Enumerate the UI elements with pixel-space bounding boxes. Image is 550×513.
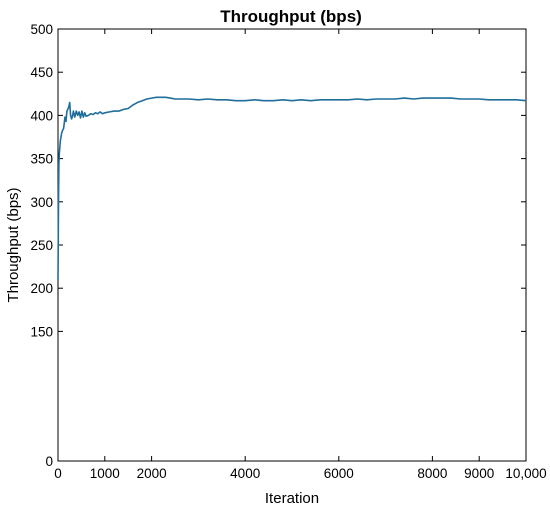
series-layer (57, 96, 527, 280)
y-tick-label: 400 (30, 108, 53, 123)
x-tick-label: 4000 (230, 466, 260, 481)
y-axis: 0 150 200 250 300 350 400 450 500 (30, 22, 526, 469)
y-tick-label: 300 (30, 195, 53, 210)
x-axis: 0 1000 2000 4000 6000 8000 9000 10,000 (54, 29, 547, 481)
y-tick-label: 200 (30, 281, 53, 296)
x-tick-label: 0 (54, 466, 62, 481)
y-tick-label: 0 (45, 454, 53, 469)
x-tick-label: 1000 (90, 466, 120, 481)
chart-title: Throughput (bps) (220, 7, 362, 26)
x-tick-label: 9000 (464, 466, 494, 481)
x-axis-label: Iteration (265, 490, 319, 507)
y-axis-label: Throughput (bps) (5, 187, 22, 302)
y-tick-label: 250 (30, 238, 53, 253)
x-tick-label: 6000 (324, 466, 354, 481)
y-tick-label: 450 (30, 65, 53, 80)
x-tick-label: 2000 (137, 466, 167, 481)
x-tick-label: 10,000 (505, 466, 546, 481)
throughput-series-line (57, 96, 527, 280)
y-tick-label: 350 (30, 152, 53, 167)
x-tick-label: 8000 (417, 466, 447, 481)
y-tick-label: 500 (30, 22, 53, 37)
y-tick-label: 150 (30, 324, 53, 339)
